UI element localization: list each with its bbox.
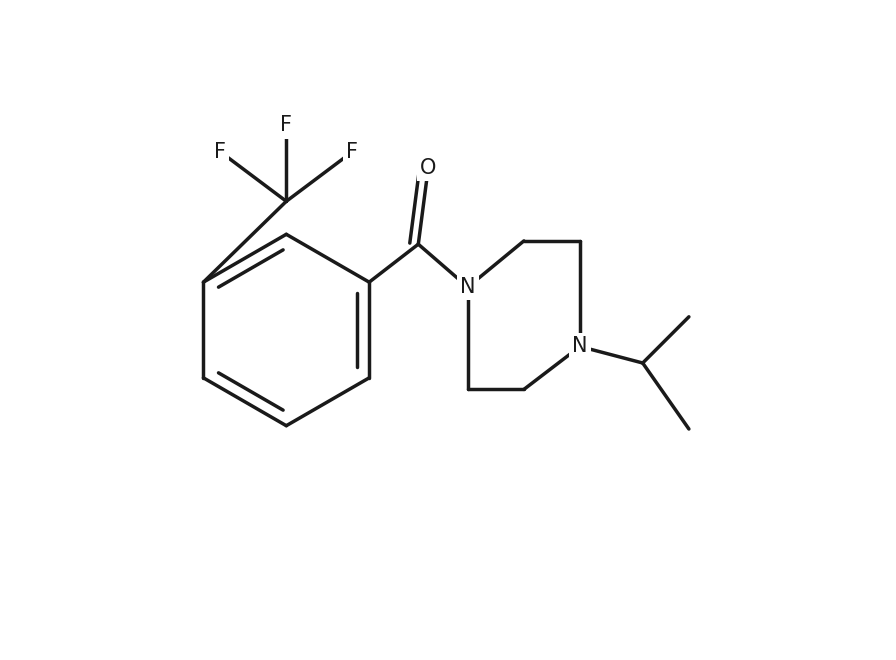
Text: N: N	[460, 277, 476, 297]
Text: F: F	[346, 142, 358, 162]
Text: F: F	[214, 142, 227, 162]
Text: F: F	[280, 115, 292, 135]
Text: N: N	[573, 337, 588, 356]
Text: O: O	[420, 158, 436, 178]
